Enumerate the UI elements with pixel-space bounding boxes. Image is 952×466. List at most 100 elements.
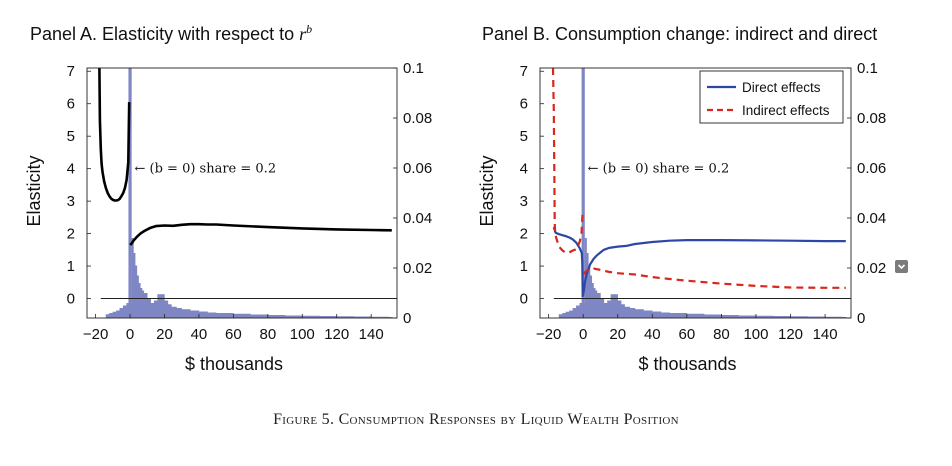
panel-b-y-tick-label: 5 — [520, 128, 528, 145]
panel-a-y-tick-label: 1 — [67, 258, 75, 275]
panel-a-hist-bar — [171, 306, 177, 318]
panel-a-x-tick-label: 80 — [259, 326, 276, 343]
panel-b-hist-bar — [634, 309, 644, 318]
panel-b-hist-bar — [669, 313, 688, 318]
panel-b-hist-bar — [600, 298, 605, 318]
panel-a-hist-bar — [198, 311, 208, 318]
panel-b-y-tick-label: 2 — [520, 226, 528, 243]
panel-a-hist-bar — [250, 314, 269, 318]
panel-b-direct-line — [582, 239, 846, 296]
panel-a-hist-bar — [105, 314, 110, 318]
panel-b-x-tick-label: 0 — [579, 326, 587, 343]
panel-b-series-indirect — [551, 68, 846, 289]
panel-b-hist-bar — [576, 305, 580, 318]
panel-a-title: Panel A. Elasticity with respect to rb — [30, 22, 312, 44]
panel-b-hist-bar — [586, 253, 589, 318]
panel-b-plot: −20 0 20 40 60 80 100 120 140 0 1 2 3 4 5 6 7 0 0.02 0.04 0.… — [477, 60, 886, 374]
panel-b-hist-bar — [660, 312, 670, 318]
panel-a-y-tick-label: 6 — [67, 96, 75, 113]
panel-a-share-annotation: ← (b = 0) share = 0.2 — [135, 162, 277, 177]
panel-a-x-tick-label: 100 — [290, 326, 315, 343]
panel-b-indirect-line — [582, 267, 846, 289]
panel-a-hist-bar — [267, 315, 286, 318]
panel-a-hist-bar — [143, 293, 148, 318]
panel-a-hist-bar — [164, 300, 169, 318]
panel-a-title-math: r — [299, 24, 307, 44]
panel-b-y-tick-label: 3 — [520, 193, 528, 210]
panel-b-hist-bar — [790, 316, 809, 318]
panel-a-hist-bar — [141, 290, 145, 318]
panel-b-y2-tick-label: 0 — [857, 310, 865, 327]
panel-a-hist-bar — [215, 313, 234, 318]
panel-b-frame — [539, 67, 852, 319]
panel-b-y-tick-label: 6 — [520, 96, 528, 113]
panel-a-plot: −20 0 20 40 60 80 100 120 140 0 1 2 3 4 5 6 7 0 0.02 0.04 0.… — [24, 60, 432, 374]
panel-b-hist-bar — [703, 314, 722, 318]
panel-b-x-tick-label: 40 — [644, 326, 661, 343]
panel-b-y-tick-label: 4 — [520, 161, 528, 178]
panel-b-y-tick-label: 1 — [520, 258, 528, 275]
panel-b-series-direct — [552, 226, 846, 297]
panel-b-y2-tick-label: 0.06 — [857, 160, 886, 177]
panel-a-y-tick-label: 2 — [67, 226, 75, 243]
panel-b-x-tick-label: 100 — [743, 326, 768, 343]
panel-a-hist-bar — [302, 315, 320, 318]
panel-a-y2-tick-label: 0.1 — [403, 60, 424, 77]
panel-a-y2-tick-label: 0.04 — [403, 210, 432, 227]
panel-b-x-tick-label: 140 — [813, 326, 838, 343]
panel-a-hist-bar — [136, 275, 139, 318]
panel-b-hist-bar — [565, 311, 570, 318]
figure-caption: Figure 5. Consumption Responses by Liqui… — [273, 411, 679, 428]
panel-a-hist-bar — [353, 316, 372, 318]
panel-a-y-tick-label: 5 — [67, 128, 75, 145]
panel-b-hist-bar — [621, 304, 625, 318]
panel-b-hist-bar — [596, 293, 601, 318]
panel-b-y2-tick-label: 0.08 — [857, 110, 886, 127]
panel-b-hist-bar — [755, 315, 774, 318]
panel-b-y-tick-label: 0 — [520, 291, 528, 308]
panel-b-hist-bar — [591, 283, 594, 318]
panel-a-x-tick-label: 40 — [191, 326, 208, 343]
panel-b-hist-bar — [738, 315, 757, 318]
panel-a-title-math-sup: b — [306, 22, 312, 36]
panel-b-hist-bar — [824, 316, 843, 318]
panel-b-title: Panel B. Consumption change: indirect an… — [482, 24, 877, 44]
panel-a-y-tick-label: 4 — [67, 161, 75, 178]
panel-b-histogram — [558, 68, 847, 318]
panel-a-histogram — [105, 68, 393, 318]
panel-b-y2-tick-label: 0.02 — [857, 260, 886, 277]
panel-b-hist-bar — [721, 315, 739, 318]
panel-a-y-tick-label: 7 — [67, 63, 75, 80]
panel-a-x-tick-label: 120 — [324, 326, 349, 343]
chevron-down-icon — [897, 264, 906, 270]
panel-a-title-text: Panel A. Elasticity with respect to — [30, 24, 299, 44]
panel-a-hist-bar — [133, 253, 136, 318]
panel-a-x-axis-label: $ thousands — [185, 354, 283, 374]
panel-a-y-axis-label: Elasticity — [24, 155, 44, 226]
panel-a-hist-bar — [157, 294, 162, 318]
panel-b-legend-label: Direct effects — [742, 80, 821, 95]
panel-b-hist-bar — [588, 265, 591, 318]
panel-a-y2-tick-label: 0.08 — [403, 110, 432, 127]
panel-a-hist-bar — [122, 305, 127, 318]
dropdown-menu-button[interactable] — [895, 260, 908, 273]
panel-a-elasticity-line — [98, 68, 131, 202]
panel-b-hist-spike — [581, 68, 585, 318]
panel-a-hist-bar — [135, 265, 138, 318]
panel-b-hist-bar — [593, 288, 596, 318]
panel-a-hist-bar — [119, 308, 124, 318]
panel-a-hist-bar — [233, 313, 251, 318]
panel-a-hist-bar — [190, 310, 200, 318]
panel-a-hist-bar — [388, 317, 393, 318]
panel-b-direct-line — [552, 226, 584, 297]
panel-a-y-tick-label: 3 — [67, 193, 75, 210]
panel-a-hist-bar — [112, 311, 117, 318]
panel-b-hist-bar — [652, 311, 662, 318]
panel-b-hist-bar — [842, 317, 847, 318]
panel-b-hist-bar — [686, 313, 705, 318]
panel-b-hist-bar — [562, 313, 567, 318]
panel-b: Panel B. Consumption change: indirect an… — [477, 24, 886, 374]
panel-a-series-elasticity — [98, 68, 392, 246]
panel-b-hist-bar — [617, 300, 622, 318]
